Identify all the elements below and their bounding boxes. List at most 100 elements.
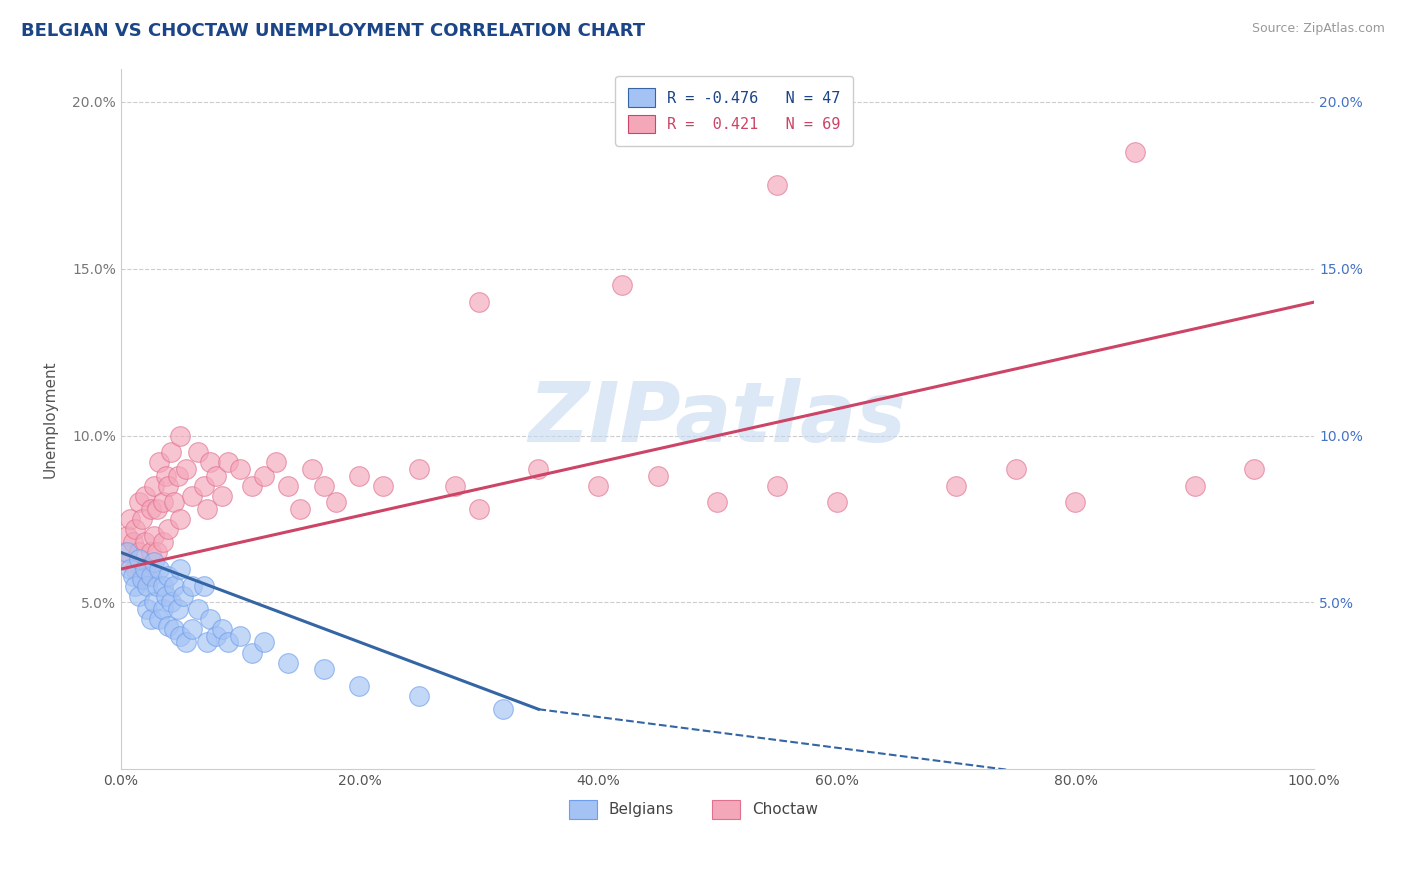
Point — [131, 572, 153, 586]
Point — [301, 462, 323, 476]
Point — [143, 595, 166, 609]
Point — [1243, 462, 1265, 476]
Point — [195, 502, 218, 516]
Point — [205, 629, 228, 643]
Point — [145, 579, 167, 593]
Point — [152, 495, 174, 509]
Point — [131, 568, 153, 582]
Point — [163, 622, 186, 636]
Point — [586, 478, 609, 492]
Point — [193, 478, 215, 492]
Point — [163, 495, 186, 509]
Point — [148, 455, 170, 469]
Point — [152, 602, 174, 616]
Point — [134, 562, 156, 576]
Point — [706, 495, 728, 509]
Point — [277, 656, 299, 670]
Point — [181, 489, 204, 503]
Point — [121, 535, 143, 549]
Point — [157, 619, 180, 633]
Point — [945, 478, 967, 492]
Point — [647, 468, 669, 483]
Point — [240, 478, 263, 492]
Point — [195, 635, 218, 649]
Point — [160, 595, 183, 609]
Point — [1064, 495, 1087, 509]
Text: ZIPatlas: ZIPatlas — [529, 378, 907, 459]
Text: BELGIAN VS CHOCTAW UNEMPLOYMENT CORRELATION CHART: BELGIAN VS CHOCTAW UNEMPLOYMENT CORRELAT… — [21, 22, 645, 40]
Point — [136, 568, 159, 582]
Point — [148, 612, 170, 626]
Point — [124, 562, 146, 576]
Legend: Belgians, Choctaw: Belgians, Choctaw — [562, 794, 824, 825]
Point — [143, 529, 166, 543]
Point — [139, 545, 162, 559]
Point — [167, 602, 190, 616]
Point — [169, 562, 191, 576]
Text: Source: ZipAtlas.com: Source: ZipAtlas.com — [1251, 22, 1385, 36]
Point — [187, 445, 209, 459]
Point — [408, 462, 430, 476]
Y-axis label: Unemployment: Unemployment — [44, 360, 58, 478]
Point — [200, 455, 222, 469]
Point — [143, 478, 166, 492]
Point — [169, 512, 191, 526]
Point — [176, 635, 198, 649]
Point — [253, 635, 276, 649]
Point — [128, 545, 150, 559]
Point — [288, 502, 311, 516]
Point — [527, 462, 550, 476]
Point — [193, 579, 215, 593]
Point — [115, 545, 138, 559]
Point — [205, 468, 228, 483]
Point — [1004, 462, 1026, 476]
Point — [312, 478, 335, 492]
Point — [169, 629, 191, 643]
Point — [139, 612, 162, 626]
Point — [176, 462, 198, 476]
Point — [145, 545, 167, 559]
Point — [145, 502, 167, 516]
Point — [157, 568, 180, 582]
Point — [152, 535, 174, 549]
Point — [217, 455, 239, 469]
Point — [134, 535, 156, 549]
Point — [128, 552, 150, 566]
Point — [373, 478, 395, 492]
Point — [128, 495, 150, 509]
Point — [124, 579, 146, 593]
Point — [1123, 145, 1146, 159]
Point — [240, 646, 263, 660]
Point — [155, 468, 177, 483]
Point — [136, 602, 159, 616]
Point — [253, 468, 276, 483]
Point — [118, 555, 141, 569]
Point — [491, 702, 513, 716]
Point — [136, 579, 159, 593]
Point — [468, 295, 491, 310]
Point — [200, 612, 222, 626]
Point — [115, 529, 138, 543]
Point — [187, 602, 209, 616]
Point — [211, 622, 233, 636]
Point — [139, 502, 162, 516]
Point — [349, 468, 371, 483]
Point — [277, 478, 299, 492]
Point — [120, 512, 142, 526]
Point — [139, 568, 162, 582]
Point — [121, 568, 143, 582]
Point — [264, 455, 287, 469]
Point — [169, 428, 191, 442]
Point — [825, 495, 848, 509]
Point — [408, 689, 430, 703]
Point — [112, 545, 135, 559]
Point — [120, 562, 142, 576]
Point — [124, 522, 146, 536]
Point — [167, 468, 190, 483]
Point — [229, 629, 252, 643]
Point — [312, 662, 335, 676]
Point — [163, 579, 186, 593]
Point — [468, 502, 491, 516]
Point — [181, 622, 204, 636]
Point — [610, 278, 633, 293]
